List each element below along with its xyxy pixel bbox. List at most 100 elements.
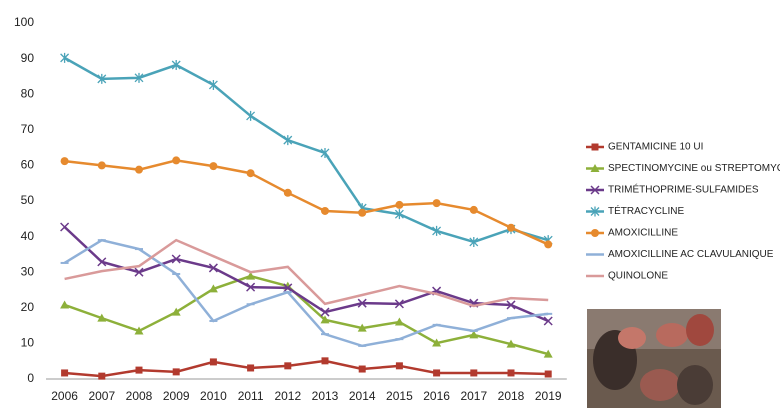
marker: [357, 323, 367, 332]
legend-label: TRIMÉTHOPRIME-SULFAMIDES: [608, 183, 759, 196]
marker: [543, 316, 553, 326]
x-tick-label: 2018: [498, 389, 525, 403]
x-tick-label: 2011: [238, 389, 264, 403]
line: [63, 56, 549, 244]
marker: [283, 283, 293, 293]
x-tick-label: 2016: [423, 389, 450, 403]
marker: [208, 263, 218, 273]
marker: [134, 72, 144, 83]
legend-label: GENTAMICINE 10 UI: [608, 142, 703, 153]
y-tick-label: 40: [21, 229, 35, 243]
series: [64, 238, 549, 308]
marker: [60, 222, 70, 232]
marker: [394, 209, 404, 220]
marker: [469, 205, 478, 214]
series: [60, 271, 553, 358]
marker: [506, 300, 516, 310]
legend-label: AMOXICILLINE: [608, 228, 678, 239]
marker: [172, 368, 180, 376]
legend-label: SPECTINOMYCINE ou STREPTOMYCINE: [608, 163, 780, 174]
marker: [171, 254, 181, 264]
marker: [357, 298, 367, 308]
marker: [432, 199, 441, 208]
marker: [171, 60, 181, 71]
y-tick-label: 60: [21, 158, 35, 172]
x-tick-label: 2012: [274, 389, 301, 403]
marker: [61, 369, 69, 377]
marker: [97, 73, 107, 84]
y-tick-label: 70: [21, 122, 35, 136]
x-tick-label: 2019: [535, 389, 562, 403]
marker: [432, 338, 442, 347]
y-tick-label: 30: [21, 264, 35, 278]
marker: [591, 229, 599, 237]
y-tick-label: 80: [21, 86, 35, 100]
y-tick-label: 10: [21, 336, 35, 350]
legend-label: AMOXICILLINE AC CLAVULANIQUE: [608, 249, 774, 260]
marker: [97, 161, 106, 170]
marker: [283, 135, 293, 146]
marker: [283, 188, 292, 197]
marker: [507, 223, 515, 232]
marker: [433, 369, 441, 377]
marker: [469, 236, 479, 247]
marker: [208, 79, 218, 90]
y-tick-label: 100: [14, 15, 34, 29]
photo: [587, 309, 721, 408]
marker: [470, 369, 478, 377]
marker: [98, 372, 106, 380]
x-tick-label: 2007: [88, 389, 115, 403]
marker: [134, 267, 144, 277]
marker: [246, 110, 256, 121]
marker: [135, 165, 143, 174]
marker: [97, 313, 107, 322]
x-tick-label: 2014: [349, 389, 376, 403]
marker: [209, 162, 218, 171]
marker: [395, 362, 403, 370]
marker: [543, 349, 553, 358]
y-tick-label: 0: [27, 371, 34, 385]
marker: [394, 317, 404, 326]
marker: [506, 339, 516, 348]
marker: [60, 157, 69, 166]
series: [60, 222, 553, 326]
x-tick-label: 2010: [200, 389, 227, 403]
line: [64, 159, 549, 246]
marker: [321, 357, 329, 365]
series: [60, 156, 553, 249]
marker: [246, 169, 255, 178]
marker: [246, 271, 256, 280]
marker: [432, 225, 442, 236]
line: [64, 274, 549, 356]
x-tick-label: 2015: [386, 389, 413, 403]
marker: [246, 282, 256, 292]
line: [64, 359, 549, 378]
marker: [394, 299, 404, 309]
marker: [134, 326, 144, 335]
marker: [247, 364, 255, 372]
marker: [320, 315, 330, 324]
y-tick-label: 90: [21, 51, 35, 65]
legend-label: TÉTRACYCLINE: [608, 204, 684, 217]
marker: [358, 365, 366, 373]
x-tick-label: 2009: [163, 389, 190, 403]
marker: [209, 358, 217, 366]
marker: [60, 52, 70, 63]
x-tick-label: 2008: [126, 389, 153, 403]
marker: [591, 143, 599, 151]
marker: [321, 206, 329, 215]
marker: [172, 156, 181, 165]
marker: [507, 369, 515, 377]
marker: [208, 284, 218, 293]
marker: [284, 362, 292, 370]
marker: [320, 307, 330, 317]
marker: [97, 257, 107, 267]
x-tick-label: 2006: [51, 389, 78, 403]
marker: [544, 240, 553, 249]
marker: [590, 206, 600, 217]
line: [63, 238, 549, 348]
marker: [544, 370, 552, 378]
marker: [171, 307, 181, 316]
marker: [320, 147, 330, 158]
